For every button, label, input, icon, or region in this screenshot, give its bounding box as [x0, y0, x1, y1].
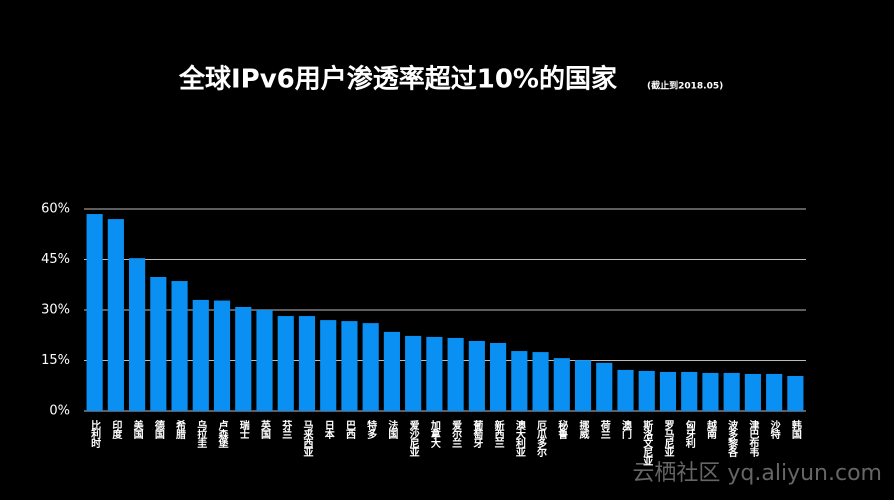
- x-tick-label: 厄瓜多尔: [535, 420, 548, 458]
- bar: [744, 373, 761, 411]
- y-tick-label: 45%: [41, 252, 70, 267]
- bar: [362, 323, 379, 411]
- x-tick-label: 斯洛文尼亚: [641, 419, 653, 466]
- x-tick-label: 越南: [704, 419, 717, 440]
- bar: [277, 316, 294, 411]
- bar: [426, 336, 443, 411]
- x-tick-label: 卢森堡: [216, 419, 229, 448]
- x-tick-label: 日本: [322, 420, 334, 440]
- y-tick-label: 60%: [41, 202, 70, 217]
- bar: [192, 299, 209, 411]
- x-tick-label: 特多: [365, 419, 377, 440]
- x-tick-label: 秘鲁: [556, 419, 569, 440]
- bar: [213, 300, 231, 411]
- x-tick-label: 希腊: [174, 419, 187, 440]
- bar: [468, 340, 485, 411]
- x-tick-label: 澳大利亚: [513, 419, 525, 457]
- bar: [574, 360, 592, 411]
- x-tick-label: 荷兰: [598, 419, 611, 439]
- x-tick-label: 芬兰: [280, 419, 293, 439]
- bar: [638, 370, 655, 411]
- bar: [256, 310, 273, 411]
- bar: [107, 219, 124, 411]
- x-tick-label: 美国: [131, 419, 143, 440]
- x-tick-label: 新西兰: [492, 419, 504, 448]
- bar: [86, 214, 103, 411]
- bar: [532, 352, 549, 411]
- bar: [596, 362, 613, 411]
- bar: [511, 351, 528, 411]
- x-tick-label: 瑞士: [237, 419, 249, 439]
- x-tick-label: 爱沙尼亚: [407, 419, 419, 457]
- chart-title: 全球IPv6用户渗透率超过10%的国家: [178, 64, 617, 95]
- x-tick-label: 印度: [110, 420, 122, 440]
- x-tick-label: 加拿大: [428, 419, 441, 449]
- x-tick-label: 葡萄牙: [471, 419, 484, 449]
- x-tick-label: 乌拉圭: [195, 419, 207, 448]
- bar: [447, 337, 464, 411]
- x-tick-label: 波多黎各: [726, 419, 739, 458]
- bar: [490, 342, 507, 411]
- bar: [235, 306, 252, 411]
- bar: [617, 369, 634, 411]
- x-tick-label: 挪威: [577, 419, 589, 440]
- bar: [723, 372, 740, 411]
- bar: [766, 373, 783, 411]
- y-tick-label: 0%: [49, 404, 70, 419]
- bar: [681, 371, 698, 411]
- x-tick-label: 津巴布韦: [747, 419, 759, 458]
- x-tick-label: 韩国: [789, 419, 801, 440]
- bar: [298, 316, 316, 411]
- bar: [383, 331, 400, 411]
- bar: [320, 320, 337, 411]
- y-tick-label: 15%: [41, 353, 70, 368]
- bar: [129, 258, 146, 411]
- watermark: 云栖社区 yq.aliyun.com: [632, 461, 882, 486]
- y-tick-label: 30%: [41, 303, 70, 318]
- x-tick-label: 巴西: [343, 420, 355, 440]
- bar: [405, 335, 422, 411]
- x-tick-label: 匈牙利: [683, 419, 695, 449]
- x-tick-label: 爱尔兰: [450, 419, 463, 448]
- x-tick-label: 德国: [152, 419, 165, 440]
- bar: [171, 281, 188, 411]
- x-tick-label: 马来西亚: [301, 420, 314, 457]
- bar: [787, 375, 804, 411]
- x-tick-label: 罗马尼亚: [662, 420, 674, 457]
- bar: [659, 371, 677, 411]
- bar: [702, 372, 719, 411]
- bar: [553, 358, 570, 411]
- bar: [341, 321, 358, 411]
- x-tick-label: 英国: [259, 419, 272, 440]
- x-tick-label: 沙特: [768, 420, 780, 440]
- x-tick-label: 澳门: [620, 419, 632, 440]
- bar: [150, 277, 167, 411]
- x-tick-label: 法国: [386, 419, 398, 440]
- x-tick-label: 比利时: [89, 419, 101, 449]
- chart-subtitle: (截止到2018.05): [647, 80, 723, 92]
